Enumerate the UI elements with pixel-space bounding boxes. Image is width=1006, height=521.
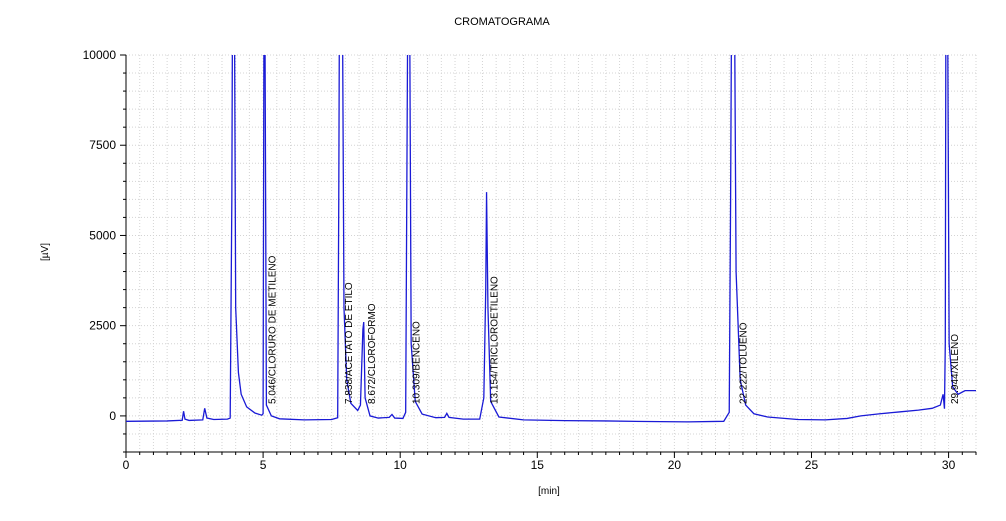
peak-label: 7.838/ACETATO DE ETILO	[344, 282, 355, 404]
chart-title: CROMATOGRAMA	[454, 16, 550, 28]
y-tick-label: 10000	[83, 48, 117, 62]
y-axis-label: [µV]	[40, 243, 51, 261]
x-tick-label: 15	[531, 458, 545, 472]
series-line-0	[126, 55, 976, 423]
peak-label: 10.309/BENCENO	[412, 321, 423, 404]
peak-label: 5.046/CLORURO DE METILENO	[267, 255, 278, 404]
x-axis-label: [min]	[538, 486, 560, 497]
x-tick-label: 25	[805, 458, 819, 472]
tick-labels: 0 5 10 15 20 25 30 0 2500 5000 7500 10000	[83, 48, 956, 472]
x-tick-label: 5	[260, 458, 267, 472]
y-tick-label: 0	[109, 409, 116, 423]
x-tick-label: 30	[942, 458, 956, 472]
y-tick-label: 2500	[89, 319, 116, 333]
peak-label: 29.944/XILENO	[950, 334, 961, 404]
peak-labels: 5.046/CLORURO DE METILENO 7.838/ACETATO D…	[267, 255, 961, 404]
peak-label: 13.154/TRICLOROETILENO	[490, 276, 501, 404]
x-tick-label: 20	[668, 458, 682, 472]
grid-lines	[125, 54, 977, 453]
axes	[120, 54, 977, 458]
peak-label: 8.672/CLOROFORMO	[367, 303, 378, 404]
x-tick-label: 0	[123, 458, 130, 472]
chromatogram-trace	[126, 55, 976, 423]
x-tick-label: 10	[394, 458, 408, 472]
peak-label: 22.222/TOLUENO	[738, 322, 749, 404]
y-tick-label: 7500	[89, 138, 116, 152]
y-tick-label: 5000	[89, 228, 116, 242]
